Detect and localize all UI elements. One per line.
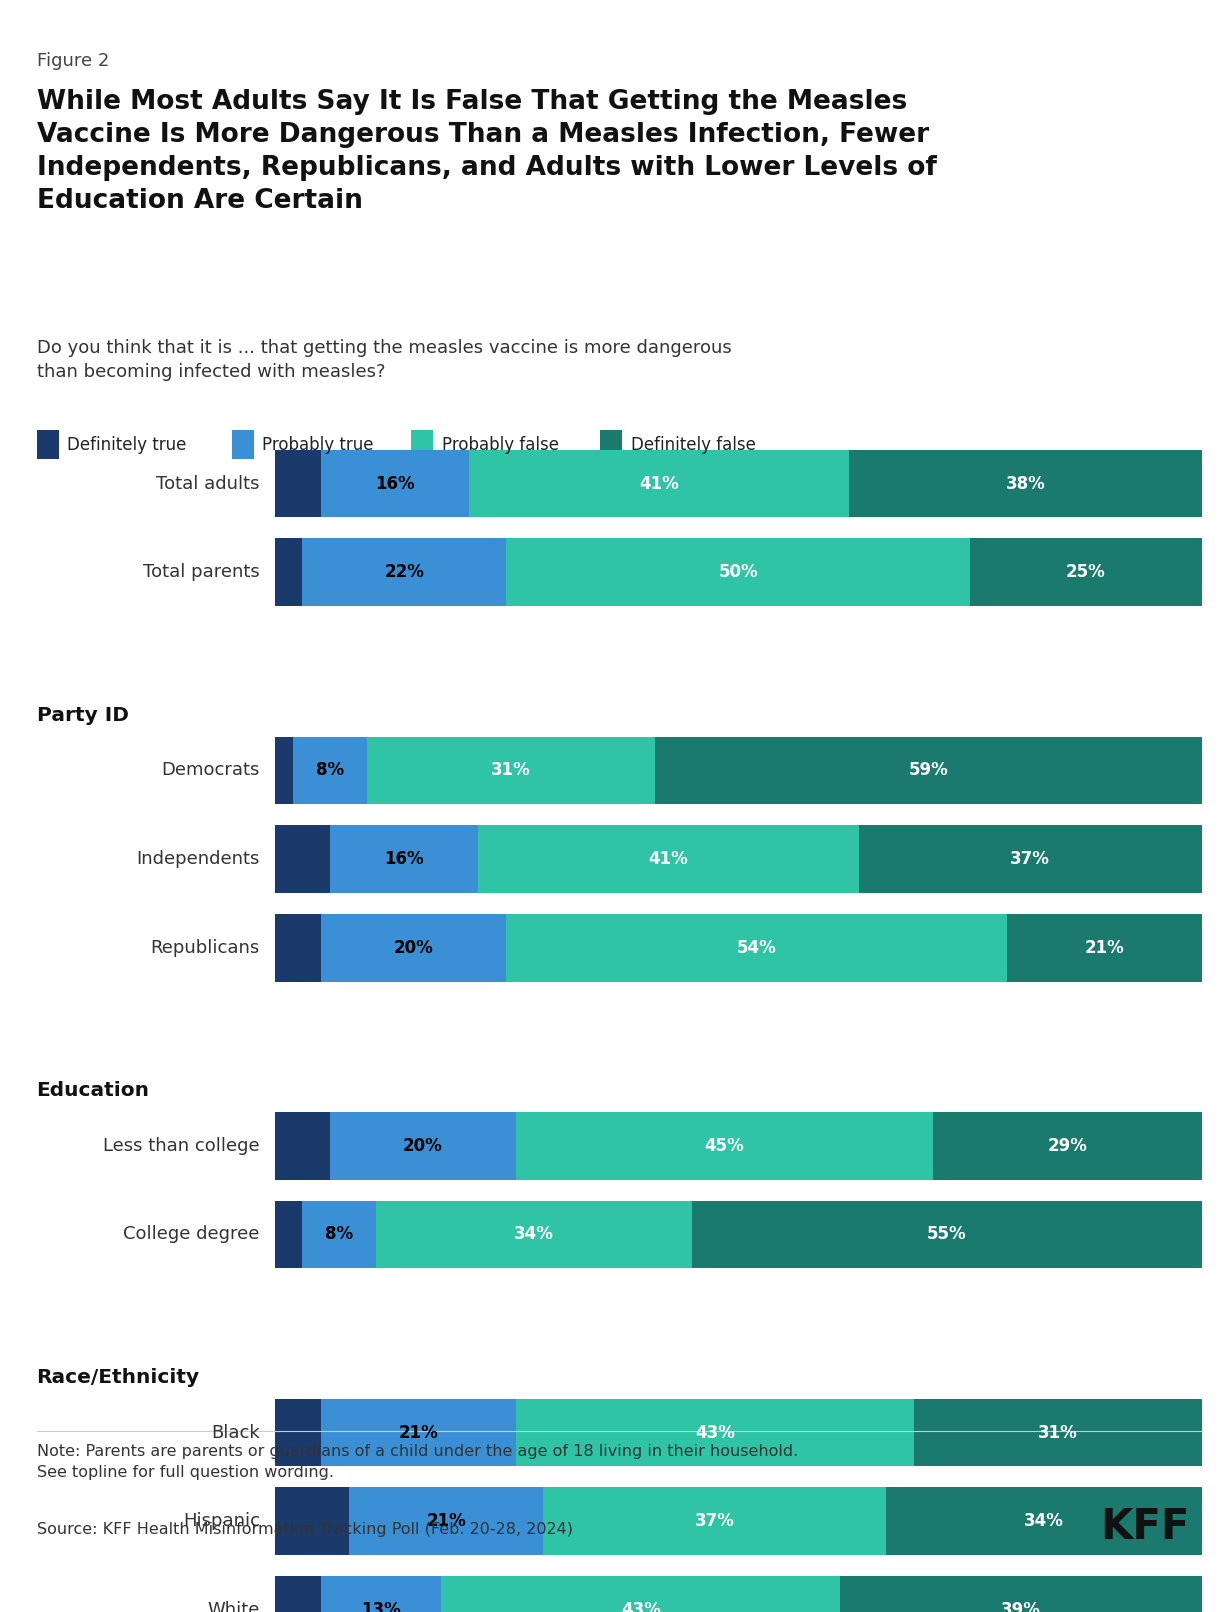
Bar xyxy=(841,1577,1202,1612)
Bar xyxy=(470,450,849,517)
Text: 21%: 21% xyxy=(399,1423,438,1441)
Bar xyxy=(543,1488,887,1556)
Text: Republicans: Republicans xyxy=(150,938,260,956)
Text: 43%: 43% xyxy=(621,1601,661,1612)
Bar xyxy=(274,450,321,517)
Text: Party ID: Party ID xyxy=(37,706,128,725)
Text: Probably true: Probably true xyxy=(262,435,373,455)
Bar xyxy=(516,1399,914,1467)
Text: 39%: 39% xyxy=(1000,1601,1041,1612)
Text: 34%: 34% xyxy=(514,1225,554,1243)
Bar xyxy=(887,1488,1202,1556)
Bar xyxy=(303,538,506,606)
Text: 22%: 22% xyxy=(384,563,425,582)
Text: 41%: 41% xyxy=(639,474,680,493)
Bar xyxy=(274,1399,321,1467)
Text: 37%: 37% xyxy=(695,1512,734,1530)
Text: 16%: 16% xyxy=(376,474,415,493)
Text: 31%: 31% xyxy=(492,761,531,779)
Bar xyxy=(37,430,59,459)
Text: Note: Parents are parents or guardians of a child under the age of 18 living in : Note: Parents are parents or guardians o… xyxy=(37,1444,798,1480)
Bar xyxy=(367,737,655,804)
Bar xyxy=(274,1112,331,1180)
Text: White: White xyxy=(207,1601,260,1612)
Bar xyxy=(377,1201,692,1269)
Bar xyxy=(293,737,367,804)
Text: Total adults: Total adults xyxy=(156,474,260,493)
Text: Democrats: Democrats xyxy=(161,761,260,779)
Text: 8%: 8% xyxy=(326,1225,354,1243)
Bar xyxy=(321,1577,442,1612)
Bar xyxy=(516,1112,933,1180)
Bar xyxy=(506,538,970,606)
Bar xyxy=(321,1399,516,1467)
Bar xyxy=(274,825,331,893)
Text: 21%: 21% xyxy=(1085,938,1124,956)
Text: 41%: 41% xyxy=(649,850,688,867)
Text: 8%: 8% xyxy=(316,761,344,779)
Text: 54%: 54% xyxy=(737,938,776,956)
Bar xyxy=(274,914,321,982)
Text: Education: Education xyxy=(37,1082,150,1101)
Text: 20%: 20% xyxy=(394,938,433,956)
Bar xyxy=(331,825,478,893)
Bar xyxy=(274,1577,321,1612)
Text: Probably false: Probably false xyxy=(442,435,559,455)
Bar xyxy=(331,1112,516,1180)
Text: 21%: 21% xyxy=(426,1512,466,1530)
Text: While Most Adults Say It Is False That Getting the Measles
Vaccine Is More Dange: While Most Adults Say It Is False That G… xyxy=(37,89,937,214)
Bar xyxy=(232,430,254,459)
Text: 29%: 29% xyxy=(1047,1136,1087,1154)
Text: Race/Ethnicity: Race/Ethnicity xyxy=(37,1369,200,1388)
Text: 50%: 50% xyxy=(719,563,758,582)
Text: College degree: College degree xyxy=(123,1225,260,1243)
Text: Independents: Independents xyxy=(137,850,260,867)
Text: 37%: 37% xyxy=(1010,850,1050,867)
Text: Source: KFF Health Misinformation Tracking Poll (Feb. 20-28, 2024): Source: KFF Health Misinformation Tracki… xyxy=(37,1522,572,1536)
Bar xyxy=(655,737,1202,804)
Text: Black: Black xyxy=(211,1423,260,1441)
Text: 55%: 55% xyxy=(927,1225,966,1243)
Text: Hispanic: Hispanic xyxy=(183,1512,260,1530)
Text: Less than college: Less than college xyxy=(104,1136,260,1154)
Text: 13%: 13% xyxy=(361,1601,401,1612)
Text: Total parents: Total parents xyxy=(143,563,260,582)
Text: 43%: 43% xyxy=(695,1423,734,1441)
Text: 20%: 20% xyxy=(403,1136,443,1154)
Text: 31%: 31% xyxy=(1038,1423,1077,1441)
Bar xyxy=(303,1201,377,1269)
Text: 38%: 38% xyxy=(1005,474,1046,493)
Text: Do you think that it is ... that getting the measles vaccine is more dangerous
t: Do you think that it is ... that getting… xyxy=(37,339,731,380)
Bar xyxy=(274,1201,303,1269)
Bar xyxy=(859,825,1202,893)
Bar xyxy=(411,430,433,459)
Bar xyxy=(274,538,303,606)
Text: 59%: 59% xyxy=(909,761,948,779)
Bar xyxy=(970,538,1202,606)
Bar xyxy=(321,914,506,982)
Bar xyxy=(914,1399,1202,1467)
Bar xyxy=(506,914,1006,982)
Text: 16%: 16% xyxy=(384,850,425,867)
Text: Figure 2: Figure 2 xyxy=(37,52,109,69)
Bar xyxy=(442,1577,841,1612)
Bar xyxy=(600,430,622,459)
Bar xyxy=(274,1488,349,1556)
Bar xyxy=(692,1201,1202,1269)
Text: 34%: 34% xyxy=(1024,1512,1064,1530)
Text: KFF: KFF xyxy=(1100,1506,1190,1548)
Bar xyxy=(478,825,859,893)
Bar xyxy=(321,450,470,517)
Bar xyxy=(349,1488,543,1556)
Text: Definitely false: Definitely false xyxy=(631,435,755,455)
Bar xyxy=(274,737,293,804)
Text: 45%: 45% xyxy=(704,1136,744,1154)
Bar xyxy=(849,450,1202,517)
Bar xyxy=(933,1112,1202,1180)
Bar xyxy=(1006,914,1202,982)
Text: Definitely true: Definitely true xyxy=(67,435,187,455)
Text: 25%: 25% xyxy=(1066,563,1105,582)
